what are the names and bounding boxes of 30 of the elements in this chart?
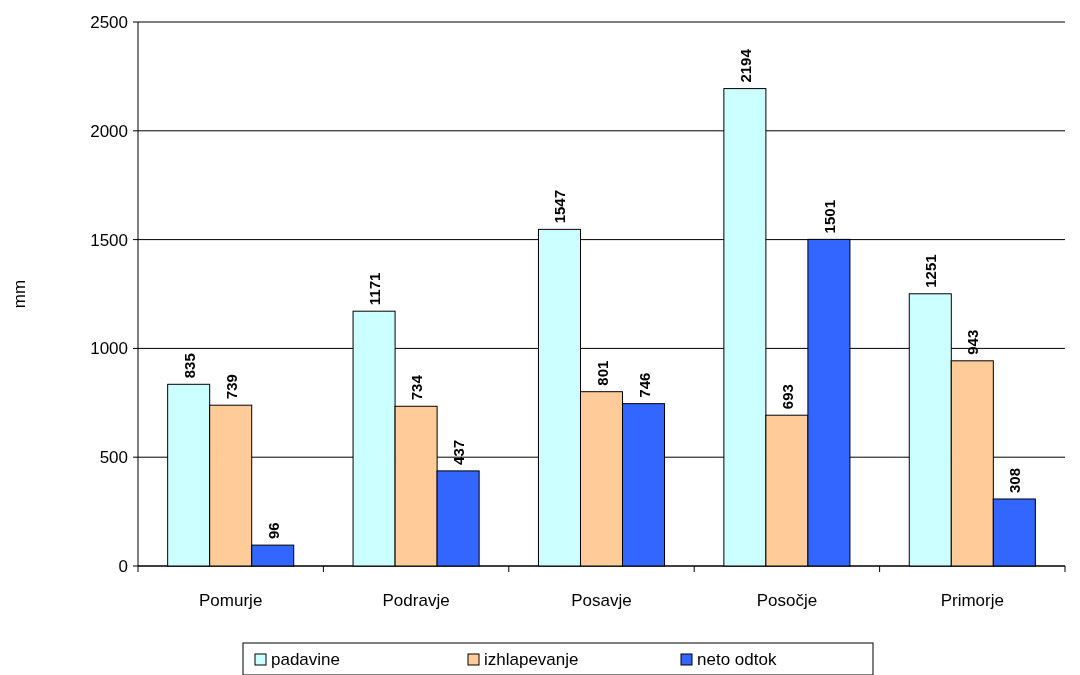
data-label: 739 bbox=[222, 374, 240, 400]
data-label: 96 bbox=[264, 522, 282, 540]
legend-label: neto odtok bbox=[697, 650, 777, 669]
y-tick-label: 500 bbox=[99, 448, 128, 468]
x-tick-label: Posočje bbox=[756, 591, 818, 610]
legend-label: padavine bbox=[271, 650, 341, 669]
data-label: 943 bbox=[964, 329, 982, 355]
data-label: 437 bbox=[450, 439, 468, 465]
x-tick-label: Podravje bbox=[382, 591, 450, 610]
x-tick-label: Pomurje bbox=[199, 591, 263, 610]
data-label: 746 bbox=[635, 372, 653, 398]
data-label: 1547 bbox=[551, 190, 569, 224]
y-tick-label: 2000 bbox=[90, 121, 128, 141]
y-tick-label: 1500 bbox=[90, 230, 128, 250]
x-tick-label: Posavje bbox=[571, 591, 632, 610]
data-label: 734 bbox=[408, 374, 426, 401]
y-tick-label: 2500 bbox=[90, 13, 128, 32]
data-label: 835 bbox=[180, 353, 198, 379]
y-tick-label: 1000 bbox=[90, 339, 128, 359]
data-label: 693 bbox=[778, 384, 796, 410]
y-tick-label: 0 bbox=[118, 557, 128, 576]
y-axis-title: mm bbox=[10, 279, 29, 309]
data-label: 308 bbox=[1006, 467, 1024, 493]
data-label: 2194 bbox=[736, 48, 754, 83]
legend-label: izhlapevanje bbox=[484, 650, 579, 669]
data-label: 1501 bbox=[820, 200, 838, 234]
data-label: 1251 bbox=[922, 254, 940, 288]
x-tick-label: Primorje bbox=[940, 591, 1004, 610]
data-label: 801 bbox=[593, 360, 611, 386]
data-label: 1171 bbox=[366, 272, 384, 306]
